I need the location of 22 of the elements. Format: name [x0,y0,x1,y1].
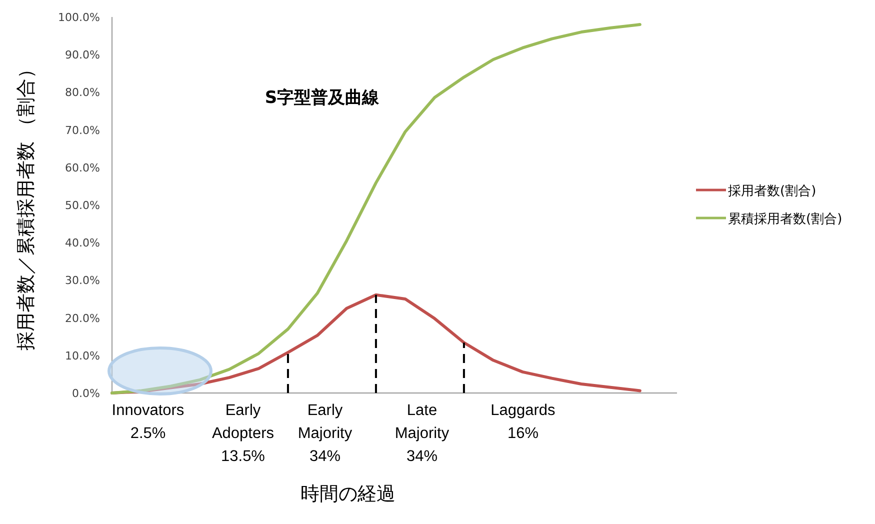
text: Early Adopters 13.5% [212,402,274,465]
y-tick-label: 10.0% [65,349,100,362]
text: S字型普及曲線 [264,87,380,108]
y-tick-label: 50.0% [65,199,100,212]
y-tick-label: 100.0% [58,11,100,24]
legend-label: 累積採用者数(割合) [728,212,842,227]
y-tick-label: 90.0% [65,48,100,62]
y-tick-label: 30.0% [65,274,100,288]
text: Early Majority 34% [298,402,352,465]
y-tick-label: 70.0% [65,124,100,137]
y-axis-title: 採用者数／累積採用者数 （割合） [15,59,37,351]
text: Innovators 2.5% [112,402,184,442]
x-axis-title: 時間の経過 [300,483,396,505]
line-series [110,23,642,394]
y-tick-label: 20.0% [65,312,100,325]
text: Late Majority 34% [394,402,450,465]
y-tick-label: 0.0% [72,387,100,400]
y-tick-label: 40.0% [65,236,100,250]
y-tick-label: 80.0% [65,86,100,100]
text: Laggards 16% [490,402,556,442]
legend-label: 採用者数(割合) [728,184,816,199]
y-tick-label: 60.0% [65,161,100,174]
